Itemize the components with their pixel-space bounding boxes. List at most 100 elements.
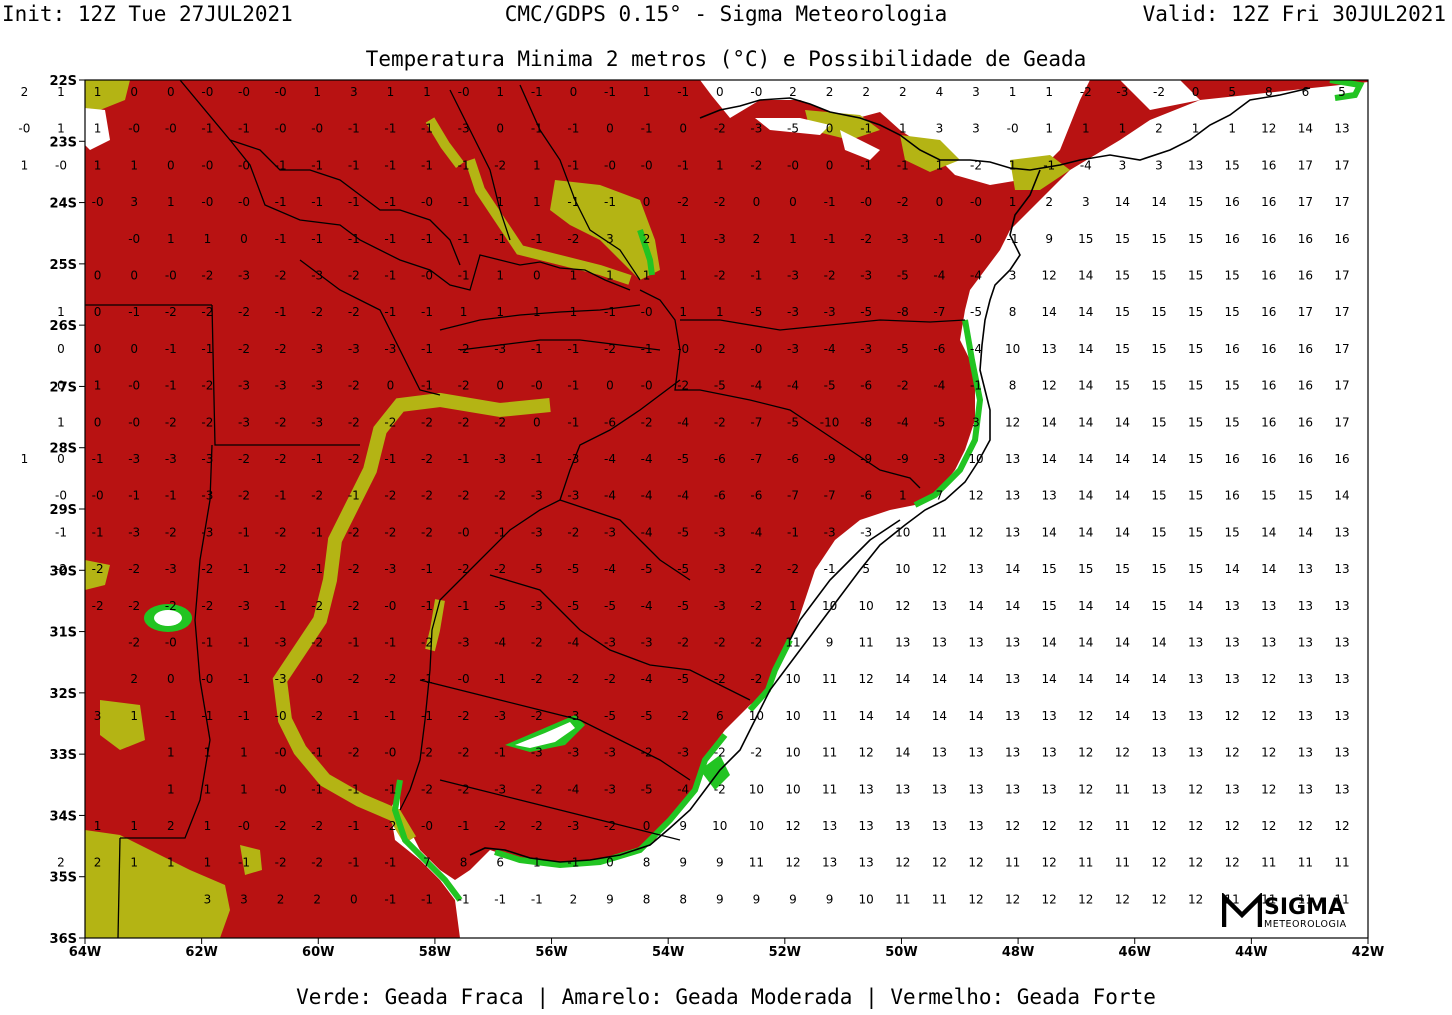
lat-label: 24S [50,197,77,212]
temperature-value: -1 [348,122,360,136]
temperature-value: 0 [94,269,102,283]
temperature-value: 9 [789,892,797,906]
temperature-value: 1 [21,158,29,172]
temperature-value: -2 [787,562,799,576]
temperature-value: 13 [1151,746,1166,760]
temperature-value: 14 [1115,452,1130,466]
temperature-value: 3 [1082,195,1090,209]
temperature-value: -2 [714,269,726,283]
lon-label: 62W [185,945,217,960]
temperature-value: 3 [204,892,212,906]
temperature-value: -3 [494,342,506,356]
temperature-value: -2 [201,305,213,319]
temperature-value: -3 [787,269,799,283]
temperature-value: -6 [860,489,872,503]
temperature-value: -1 [238,856,250,870]
temperature-value: -2 [311,709,323,723]
frost-moderate-patch [240,845,262,875]
temperature-value: 15 [1115,305,1130,319]
temperature-value: 12 [1188,819,1203,833]
temperature-value: 13 [822,819,837,833]
temperature-value: -3 [201,525,213,539]
temperature-value: -0 [128,379,140,393]
temperature-value: 1 [570,305,578,319]
temperature-value: 1 [387,85,395,99]
temperature-value: -2 [201,599,213,613]
lat-label: 35S [50,871,77,886]
temperature-value: 0 [826,122,834,136]
temperature-value: 16 [1225,342,1240,356]
temperature-value: 8 [1009,379,1017,393]
temperature-value: 15 [1115,232,1130,246]
temperature-value: -2 [750,672,762,686]
temperature-value: 14 [1298,525,1313,539]
temperature-value: -5 [641,709,653,723]
temperature-value: -2 [714,195,726,209]
temperature-value: 12 [1005,415,1020,429]
temperature-value: 13 [1334,636,1349,650]
temperature-value: -2 [531,782,543,796]
temperature-value: 14 [1151,195,1166,209]
temperature-value: 16 [1261,452,1276,466]
temperature-value: -1 [641,122,653,136]
temperature-value: 11 [859,636,874,650]
temperature-value: 9 [716,892,724,906]
temperature-value: -4 [641,672,653,686]
border-line [419,679,691,781]
temperature-value: 1 [533,856,541,870]
temperature-value: -1 [824,562,836,576]
temperature-value: 16 [1225,232,1240,246]
temperature-value: -1 [238,636,250,650]
temperature-value: -1 [311,562,323,576]
temperature-value: 1 [936,158,944,172]
temperature-value: -2 [641,415,653,429]
temperature-value: -1 [494,525,506,539]
temperature-value: 12 [1115,892,1130,906]
temperature-value: -4 [641,599,653,613]
temperature-value: 1 [57,415,65,429]
temperature-value: 12 [1225,856,1240,870]
temperature-value: -1 [165,709,177,723]
temperature-value: 13 [1188,158,1203,172]
temperature-value: -2 [494,158,506,172]
temperature-value: -5 [897,342,909,356]
temperature-value: -4 [641,525,653,539]
temperature-value: 14 [1078,305,1093,319]
temperature-value: 14 [1042,305,1057,319]
temperature-value: -1 [567,195,579,209]
temperature-value: -2 [384,415,396,429]
map-title: Temperatura Minima 2 metros (°C) e Possi… [365,47,1087,71]
temperature-value: -1 [421,232,433,246]
temperature-value: 10 [1005,342,1020,356]
temperature-value: -2 [458,746,470,760]
temperature-value: -1 [384,232,396,246]
temperature-value: 1 [167,232,175,246]
temperature-value: 14 [1078,342,1093,356]
temperature-value: 10 [785,782,800,796]
temperature-value: -0 [92,195,104,209]
temperature-value: 14 [1115,195,1130,209]
temperature-value: 14 [968,672,983,686]
temperature-value: 1 [240,782,248,796]
temperature-value: 3 [972,85,980,99]
temperature-value: -2 [238,489,250,503]
temperature-value: -0 [531,379,543,393]
temperature-value: -0 [384,746,396,760]
temperature-value: -1 [458,232,470,246]
temperature-value: -1 [92,452,104,466]
lat-label: 22S [50,74,77,89]
temperature-value: 14 [1115,415,1130,429]
temperature-value: -2 [384,525,396,539]
temperature-value: 16 [1298,232,1313,246]
temperature-value: -3 [238,415,250,429]
temperature-value: 11 [1005,856,1020,870]
temperature-value: 11 [1298,856,1313,870]
temperature-value: -4 [604,452,616,466]
temperature-value: -0 [128,415,140,429]
temperature-value: 1 [679,232,687,246]
temperature-value: 15 [1188,379,1203,393]
temperature-value: 2 [94,856,102,870]
temperature-value: -5 [824,379,836,393]
temperature-value: -2 [458,562,470,576]
temperature-value: 13 [968,746,983,760]
